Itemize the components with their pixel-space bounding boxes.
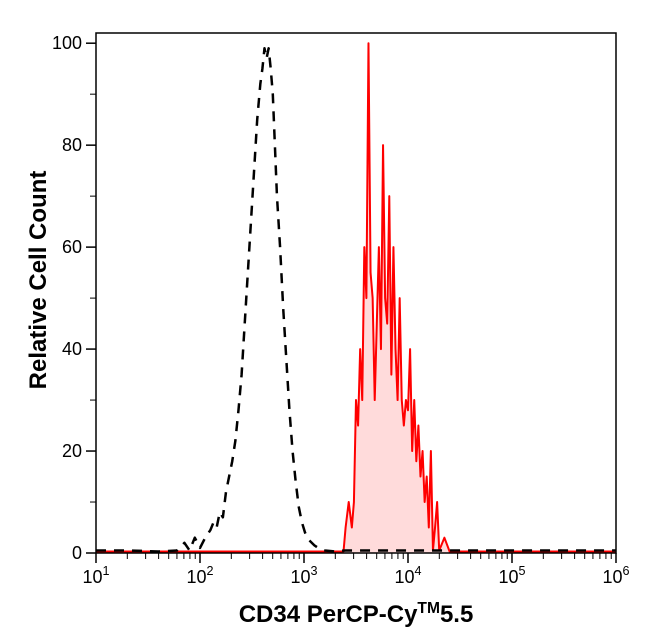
y-tick-label: 100 bbox=[52, 33, 82, 53]
y-tick-label: 60 bbox=[62, 237, 82, 257]
x-tick-label: 103 bbox=[290, 564, 317, 587]
y-tick-label: 80 bbox=[62, 135, 82, 155]
y-tick-label: 40 bbox=[62, 339, 82, 359]
x-tick-label: 102 bbox=[186, 564, 213, 587]
x-axis-label: CD34 PerCP-CyTM5.5 bbox=[96, 600, 616, 629]
x-tick-label: 104 bbox=[394, 564, 421, 587]
y-axis-label: Relative Cell Count bbox=[25, 130, 53, 430]
y-tick-label: 20 bbox=[62, 441, 82, 461]
x-tick-label: 101 bbox=[82, 564, 109, 587]
chart-container: 101 102 103 104 105 106 0 20 40 60 80 100 Relative … bbox=[0, 0, 646, 641]
histogram-plot: 101 102 103 104 105 106 0 20 40 60 80 100 bbox=[0, 0, 646, 641]
x-tick-label: 105 bbox=[498, 564, 525, 587]
y-tick-label: 0 bbox=[72, 543, 82, 563]
x-tick-label: 106 bbox=[602, 564, 629, 587]
